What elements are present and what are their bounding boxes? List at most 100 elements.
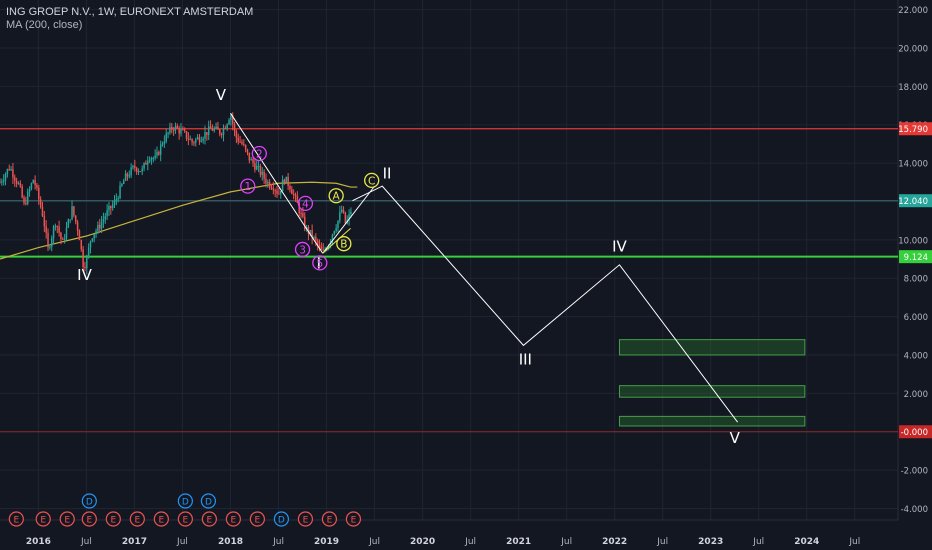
earnings-badge[interactable]: E: [177, 511, 193, 527]
price-axis[interactable]: 22.00020.00018.00016.00014.00012.00010.0…: [898, 6, 932, 515]
dividend-badge[interactable]: D: [200, 493, 217, 509]
wave-label-major: V: [730, 429, 741, 447]
y-tick-label: -2.000: [901, 467, 928, 477]
earnings-badge[interactable]: E: [225, 511, 241, 527]
candle-body: [139, 171, 142, 173]
earnings-badge[interactable]: E: [201, 511, 217, 527]
candle-body: [235, 131, 238, 138]
y-tick-label: 8.000: [904, 275, 928, 285]
x-tick-label: 2022: [602, 537, 627, 547]
candle-body: [161, 143, 164, 145]
earnings-badge[interactable]: E: [153, 511, 169, 527]
candle-body: [121, 184, 123, 186]
x-tick-label: 2018: [218, 537, 243, 547]
candle-body: [331, 234, 334, 241]
candle-body: [141, 168, 143, 172]
dividend-badge[interactable]: D: [273, 511, 290, 527]
candle-body: [43, 216, 46, 227]
badge-letter: E: [351, 516, 357, 526]
badge-letter: E: [13, 516, 19, 526]
candle-body: [244, 145, 247, 150]
earnings-badge[interactable]: E: [249, 511, 265, 527]
candle-body: [198, 137, 201, 142]
wave-label-abc: B: [336, 236, 352, 252]
candle-body: [137, 171, 140, 173]
wave-label-major: V: [216, 86, 227, 104]
candle-body: [213, 128, 215, 131]
candle-body: [209, 126, 212, 129]
candle-body: [50, 238, 53, 247]
candle-body: [313, 236, 315, 238]
candle-body: [202, 138, 204, 141]
price-tag-resistance: 15.790: [898, 122, 932, 136]
candle-body: [254, 163, 256, 170]
candle-body: [315, 236, 317, 241]
candle-body: [183, 129, 186, 132]
candle-body: [281, 179, 284, 192]
candle-body: [167, 132, 169, 134]
candle-body: [263, 171, 265, 179]
candle-body: [226, 124, 228, 129]
badge-ring: [273, 511, 290, 527]
x-tick-label: Jul: [560, 537, 572, 547]
earnings-badge[interactable]: E: [59, 511, 75, 527]
earnings-badge[interactable]: E: [105, 511, 121, 527]
wave-label-minor-text: 3: [299, 244, 306, 256]
wave-label-minor-ring: [312, 255, 328, 271]
symbol-title[interactable]: ING GROEP N.V., 1W, EURONEXT AMSTERDAM: [6, 6, 254, 18]
earnings-badge[interactable]: E: [35, 511, 51, 527]
candle-body: [26, 191, 29, 204]
badge-ring: [153, 511, 169, 527]
candle-body: [49, 246, 51, 248]
earnings-badge[interactable]: E: [129, 511, 145, 527]
y-tick-label: 18.000: [898, 83, 928, 93]
y-tick-label: 4.000: [904, 351, 928, 361]
candle-body: [294, 194, 297, 196]
earnings-badge[interactable]: E: [297, 511, 314, 527]
badge-ring: [249, 511, 265, 527]
x-tick-label: Jul: [848, 537, 860, 547]
candle-body: [158, 151, 160, 155]
badge-ring: [81, 511, 97, 527]
candle-body: [217, 126, 219, 130]
candle-body: [272, 188, 275, 191]
earnings-badge[interactable]: E: [81, 511, 97, 527]
x-tick-label: 2017: [122, 537, 147, 547]
candle-body: [176, 126, 179, 129]
dividend-badge[interactable]: D: [177, 493, 193, 509]
candle-body: [113, 200, 116, 205]
candle-body: [41, 206, 44, 217]
candle-body: [91, 238, 94, 242]
candle-body: [257, 165, 260, 167]
candle-body: [38, 187, 40, 200]
candle-body: [87, 247, 90, 257]
dividend-badge[interactable]: D: [81, 493, 97, 509]
candle-body: [219, 129, 221, 135]
candle-body: [80, 240, 83, 250]
price-tag-text: 12.040: [898, 197, 928, 207]
earnings-badge[interactable]: E: [321, 511, 338, 527]
candle-body: [206, 132, 208, 135]
candle-body: [220, 134, 223, 136]
candle-body: [230, 115, 232, 121]
price-tag-bg: [899, 122, 932, 136]
wave-label-abc-text: A: [333, 191, 341, 203]
candle-body: [111, 204, 114, 209]
indicator-label[interactable]: MA (200, close): [6, 19, 83, 31]
candle-body: [261, 171, 264, 175]
candle-body: [76, 221, 79, 231]
earnings-badge[interactable]: E: [8, 511, 24, 527]
wave-label-abc-text: B: [340, 239, 347, 251]
badge-ring: [35, 511, 51, 527]
candle-body: [174, 126, 177, 131]
wave-label-abc: C: [364, 172, 380, 189]
y-tick-label: 6.000: [904, 313, 928, 323]
candle-body: [233, 124, 236, 132]
candle-body: [302, 213, 304, 217]
price-tag-zero: -0.000: [899, 425, 932, 439]
earnings-badge[interactable]: E: [345, 511, 362, 527]
candle-body: [86, 256, 88, 269]
wave-label-minor-ring: [294, 241, 311, 258]
time-axis[interactable]: 2016 Jul 2017 Jul 2018 Jul 2019 Jul 2020 Jul 2021 J…: [26, 537, 860, 547]
